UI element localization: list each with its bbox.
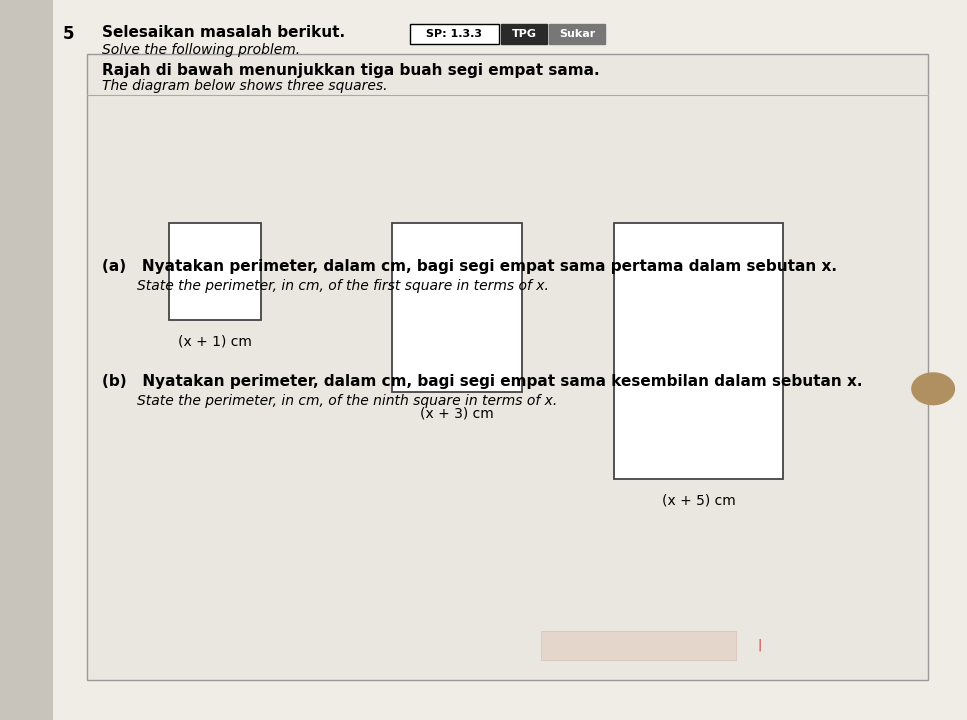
FancyBboxPatch shape	[549, 24, 605, 44]
Text: State the perimeter, in cm, of the ninth square in terms of x.: State the perimeter, in cm, of the ninth…	[102, 394, 557, 408]
FancyBboxPatch shape	[0, 0, 53, 720]
Text: Rajah di bawah menunjukkan tiga buah segi empat sama.: Rajah di bawah menunjukkan tiga buah seg…	[102, 63, 600, 78]
Text: (x + 3) cm: (x + 3) cm	[420, 407, 494, 420]
Text: TPG: TPG	[512, 29, 537, 39]
Text: (x + 5) cm: (x + 5) cm	[661, 493, 736, 507]
Text: Solve the following problem.: Solve the following problem.	[102, 43, 300, 57]
FancyBboxPatch shape	[501, 24, 547, 44]
FancyBboxPatch shape	[410, 24, 499, 44]
Text: SP: 1.3.3: SP: 1.3.3	[426, 29, 483, 39]
Circle shape	[912, 373, 954, 405]
Bar	[169, 223, 261, 320]
Text: Sukar: Sukar	[559, 29, 596, 39]
FancyBboxPatch shape	[87, 54, 928, 680]
Text: (x + 1) cm: (x + 1) cm	[178, 335, 252, 348]
FancyBboxPatch shape	[541, 631, 736, 660]
Text: Selesaikan masalah berikut.: Selesaikan masalah berikut.	[102, 25, 344, 40]
Bar	[614, 223, 783, 479]
Text: (a)   Nyatakan perimeter, dalam cm, bagi segi empat sama pertama dalam sebutan x: (a) Nyatakan perimeter, dalam cm, bagi s…	[102, 259, 836, 274]
Text: 5: 5	[63, 25, 74, 43]
Text: (b)   Nyatakan perimeter, dalam cm, bagi segi empat sama kesembilan dalam sebuta: (b) Nyatakan perimeter, dalam cm, bagi s…	[102, 374, 862, 390]
Bar	[392, 223, 522, 392]
Text: The diagram below shows three squares.: The diagram below shows three squares.	[102, 79, 387, 93]
Text: State the perimeter, in cm, of the first square in terms of x.: State the perimeter, in cm, of the first…	[102, 279, 548, 292]
Text: |: |	[757, 639, 761, 652]
